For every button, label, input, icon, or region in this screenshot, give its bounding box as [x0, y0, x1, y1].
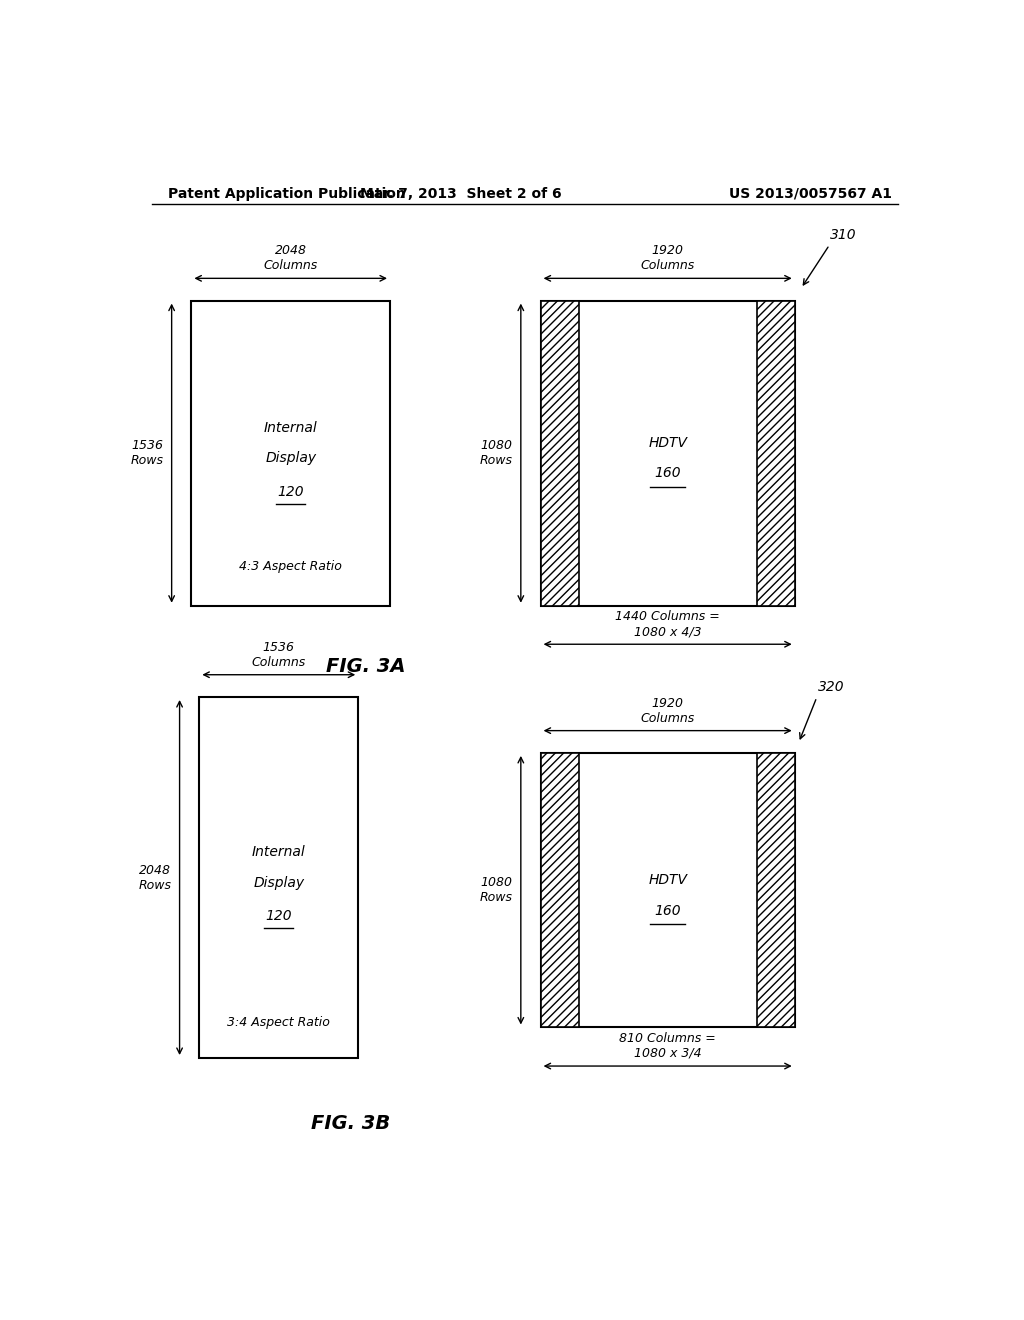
- Text: Internal: Internal: [252, 845, 305, 859]
- Text: FIG. 3B: FIG. 3B: [310, 1114, 390, 1134]
- Text: Internal: Internal: [264, 421, 317, 434]
- Text: 160: 160: [654, 903, 681, 917]
- Bar: [541, 301, 795, 606]
- Text: 1440 Columns =
1080 x 4/3: 1440 Columns = 1080 x 4/3: [615, 610, 720, 638]
- Text: 2048
Rows: 2048 Rows: [138, 863, 172, 891]
- Text: 4:3 Aspect Ratio: 4:3 Aspect Ratio: [240, 561, 342, 573]
- Text: 160: 160: [654, 466, 681, 480]
- Bar: [757, 752, 795, 1027]
- Bar: [541, 752, 579, 1027]
- Text: 120: 120: [265, 909, 292, 923]
- Text: US 2013/0057567 A1: US 2013/0057567 A1: [729, 187, 892, 201]
- Text: 1080
Rows: 1080 Rows: [480, 876, 513, 904]
- Text: 1920
Columns: 1920 Columns: [641, 244, 694, 272]
- Text: Display: Display: [265, 451, 316, 465]
- Text: 2048
Columns: 2048 Columns: [263, 244, 317, 272]
- Text: 320: 320: [818, 680, 845, 694]
- Text: 1080
Rows: 1080 Rows: [480, 440, 513, 467]
- Bar: [191, 301, 390, 606]
- Text: 120: 120: [278, 484, 304, 499]
- Text: Mar. 7, 2013  Sheet 2 of 6: Mar. 7, 2013 Sheet 2 of 6: [360, 187, 562, 201]
- Bar: [757, 301, 795, 606]
- Bar: [541, 752, 795, 1027]
- Text: HDTV: HDTV: [648, 436, 687, 450]
- Text: 1920
Columns: 1920 Columns: [641, 697, 694, 725]
- Text: 810 Columns =
1080 x 3/4: 810 Columns = 1080 x 3/4: [620, 1032, 716, 1060]
- Bar: [200, 697, 358, 1057]
- Text: FIG. 3A: FIG. 3A: [327, 657, 406, 676]
- Bar: [541, 301, 579, 606]
- Text: Display: Display: [253, 875, 304, 890]
- Text: 1536
Rows: 1536 Rows: [131, 440, 164, 467]
- Text: 310: 310: [830, 227, 857, 242]
- Text: 3:4 Aspect Ratio: 3:4 Aspect Ratio: [227, 1016, 330, 1028]
- Text: HDTV: HDTV: [648, 873, 687, 887]
- Text: 1536
Columns: 1536 Columns: [252, 640, 306, 669]
- Text: Patent Application Publication: Patent Application Publication: [168, 187, 406, 201]
